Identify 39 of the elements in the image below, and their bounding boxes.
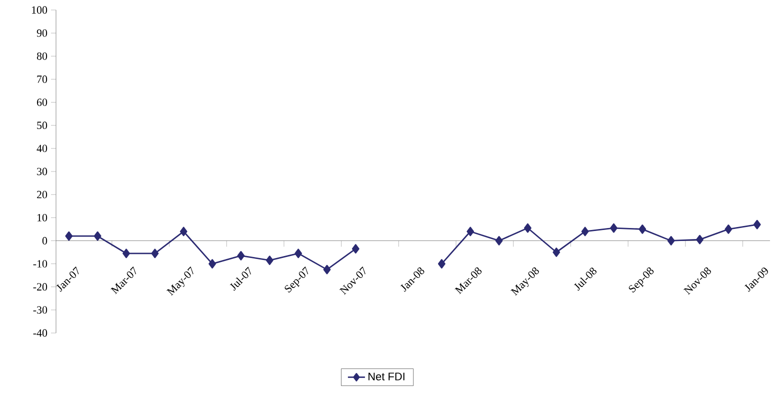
y-tick-label: 60	[36, 98, 48, 106]
point	[65, 231, 73, 241]
point	[466, 226, 474, 236]
point	[552, 248, 560, 257]
point	[667, 236, 675, 246]
y-tick-label: -40	[33, 329, 48, 337]
point	[180, 226, 188, 236]
point	[237, 251, 245, 260]
point	[610, 223, 618, 233]
legend-label: Net FDI	[368, 372, 404, 380]
point	[696, 234, 704, 244]
point	[208, 259, 216, 268]
point	[94, 231, 102, 241]
y-tick-label: 20	[37, 190, 48, 198]
point	[438, 259, 446, 268]
point	[294, 248, 302, 258]
point	[151, 248, 159, 258]
point	[323, 264, 331, 274]
y-tick-label: 50	[37, 122, 48, 130]
y-tick-label: 30	[37, 168, 48, 176]
point	[638, 224, 646, 234]
y-tick-label: 40	[36, 144, 48, 152]
point	[581, 226, 589, 236]
y-tick-label: 80	[36, 52, 48, 60]
y-tick-label: 0	[42, 237, 48, 244]
y-tick-label: -30	[33, 306, 48, 314]
y-tick-label: 100	[32, 6, 48, 14]
y-tick-label: 10	[37, 214, 48, 222]
point	[122, 248, 130, 258]
point	[352, 244, 360, 254]
point	[266, 256, 274, 266]
y-tick-label: -10	[33, 260, 48, 268]
y-tick-label: 90	[36, 29, 48, 37]
point	[724, 224, 732, 234]
point	[753, 220, 761, 230]
point	[524, 223, 532, 233]
y-tick-label: 70	[37, 76, 48, 83]
point	[495, 236, 503, 246]
y-tick-label: -20	[33, 283, 48, 291]
